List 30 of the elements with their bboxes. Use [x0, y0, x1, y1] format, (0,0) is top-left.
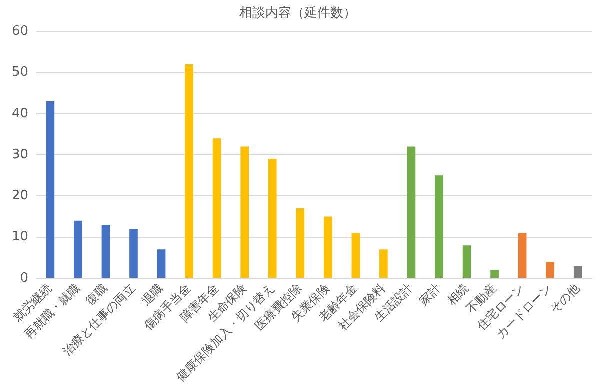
y-tick-label: 60 — [12, 24, 29, 39]
bar — [407, 146, 416, 278]
x-tick-label: 家計 — [416, 281, 444, 308]
bar — [574, 266, 582, 278]
bar — [268, 159, 277, 278]
bar — [518, 233, 527, 278]
bar — [46, 102, 55, 278]
bar — [130, 229, 138, 278]
y-tick-label: 50 — [12, 65, 29, 80]
y-tick-label: 40 — [12, 106, 29, 122]
bar — [352, 233, 360, 278]
bar — [240, 146, 250, 278]
bar — [324, 216, 332, 278]
bar — [462, 246, 472, 278]
bar — [102, 224, 110, 278]
bar — [380, 250, 388, 278]
bar — [435, 176, 444, 278]
bar — [212, 138, 222, 278]
x-tick-label: その他 — [547, 281, 582, 316]
bar — [546, 262, 555, 278]
y-tick-label: 30 — [12, 147, 29, 162]
bar — [296, 208, 305, 278]
y-tick-label: 20 — [12, 188, 29, 204]
y-tick-label: 10 — [12, 230, 29, 245]
bar — [185, 64, 194, 278]
y-tick-label: 0 — [20, 270, 29, 286]
bar — [157, 250, 166, 278]
bar — [74, 220, 82, 278]
chart-title: 相談内容（延件数） — [240, 5, 356, 22]
bar — [490, 270, 499, 278]
